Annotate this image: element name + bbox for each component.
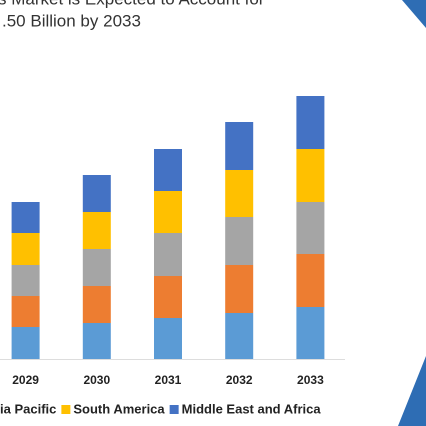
bar-segment: [11, 296, 40, 327]
x-tick-label: 2029: [12, 373, 39, 387]
chart-title: .50 Billion by 2033: [2, 11, 141, 30]
bar-segment: [296, 149, 325, 202]
legend-swatch: [169, 405, 179, 414]
bar-segment: [154, 149, 182, 191]
chart-title: s Market is Expected to Account for: [0, 0, 265, 8]
x-tick-label: 2033: [297, 373, 324, 387]
x-tick-label: 2031: [155, 373, 182, 387]
bar-segment: [11, 265, 40, 296]
bar-segment: [82, 249, 111, 286]
bar-segment: [11, 327, 40, 359]
bar-segment: [296, 202, 325, 254]
bar-segment: [154, 233, 182, 276]
bar-segment: [11, 202, 40, 233]
decoration: [398, 356, 426, 426]
bar-segment: [82, 212, 111, 249]
bar-segment: [82, 175, 111, 212]
bar-segment: [225, 313, 254, 359]
bar-segment: [154, 276, 182, 318]
x-tick-label: 2032: [226, 373, 253, 387]
x-tick-label: 2030: [83, 373, 110, 387]
legend-label: Middle East and Africa: [182, 401, 322, 416]
legend-label: ia Pacific: [0, 401, 56, 416]
bar-segment: [154, 191, 182, 233]
bar-segment: [82, 286, 111, 323]
bar-segment: [225, 170, 254, 217]
bar-segment: [11, 233, 40, 265]
bar-segment: [296, 307, 325, 359]
decoration: [402, 0, 426, 28]
bar-segment: [296, 96, 325, 149]
bar-segment: [82, 323, 111, 359]
bar-segment: [296, 254, 325, 307]
bar-segment: [225, 122, 254, 170]
legend-swatch: [61, 405, 71, 414]
bar-segment: [225, 217, 254, 265]
bar-segment: [154, 318, 182, 359]
bar-segment: [225, 265, 254, 313]
legend-label: South America: [73, 401, 165, 416]
